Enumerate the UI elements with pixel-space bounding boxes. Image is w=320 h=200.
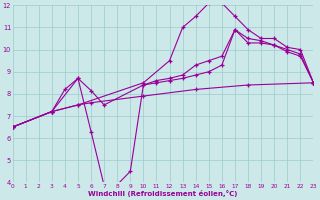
X-axis label: Windchill (Refroidissement éolien,°C): Windchill (Refroidissement éolien,°C) — [88, 190, 238, 197]
